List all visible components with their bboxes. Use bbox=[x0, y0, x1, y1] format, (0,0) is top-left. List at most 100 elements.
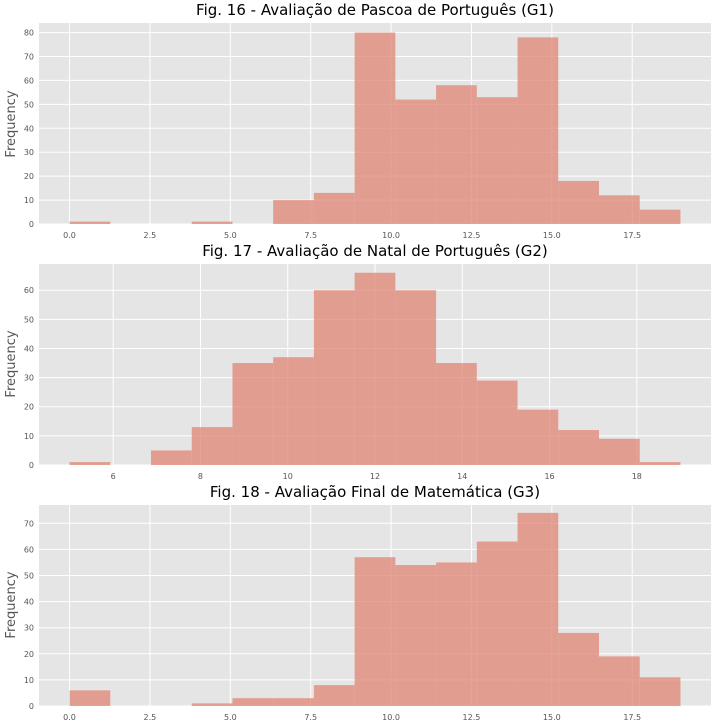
subplot-3-ytick-label-3: 30 bbox=[24, 624, 34, 633]
subplot-2-bar-10 bbox=[476, 380, 518, 465]
subplot-2-ytick-label-0: 0 bbox=[29, 461, 34, 470]
subplot-2-xtick-label-3: 12 bbox=[370, 472, 380, 481]
subplot-1-ytick-label-7: 70 bbox=[24, 53, 34, 62]
subplot-3-ytick-label-0: 0 bbox=[29, 702, 34, 711]
subplot-1-bar-11 bbox=[517, 37, 559, 224]
subplot-1-xtick-label-5: 12.5 bbox=[463, 231, 481, 240]
subplot-3-bar-9 bbox=[436, 562, 477, 706]
subplot-1-bar-0 bbox=[69, 221, 111, 224]
subplot-1: Fig. 16 - Avaliação de Pascoa de Portugu… bbox=[4, 1, 711, 240]
subplot-1-bar-7 bbox=[354, 32, 396, 225]
subplot-3-xtick-label-2: 5.0 bbox=[224, 713, 237, 720]
subplot-3-ytick-label-6: 60 bbox=[24, 545, 34, 554]
subplot-2-ytick-label-3: 30 bbox=[24, 374, 34, 383]
subplot-2-xtick-label-5: 16 bbox=[544, 472, 554, 481]
subplot-1-bar-10 bbox=[476, 97, 518, 224]
subplot-1-ytick-label-4: 40 bbox=[24, 124, 34, 133]
subplot-1-bar-9 bbox=[436, 85, 477, 224]
subplot-1-ytick-label-1: 10 bbox=[24, 196, 34, 205]
subplot-3-xtick-label-6: 15.0 bbox=[543, 713, 561, 720]
subplot-2-xtick-label-6: 18 bbox=[632, 472, 642, 481]
subplot-1-title: Fig. 16 - Avaliação de Pascoa de Portugu… bbox=[196, 1, 554, 19]
subplot-2-bar-8 bbox=[395, 290, 437, 465]
subplot-3-ytick-label-1: 10 bbox=[24, 676, 34, 685]
subplot-2-ticks: 6 8 10 12 14 16 18 0 10 20 30 40 50 60 bbox=[24, 286, 642, 481]
subplot-1-bars bbox=[69, 32, 681, 225]
subplot-2-bar-9 bbox=[436, 363, 477, 465]
subplot-3-bar-6 bbox=[313, 685, 355, 706]
subplot-2-bars bbox=[69, 272, 681, 465]
subplot-1-ytick-label-6: 60 bbox=[24, 76, 34, 85]
subplot-3-xtick-label-7: 17.5 bbox=[623, 713, 641, 720]
subplot-2-ytick-label-6: 60 bbox=[24, 286, 34, 295]
subplot-2-bar-11 bbox=[517, 409, 559, 465]
subplot-2-bar-7 bbox=[354, 272, 396, 465]
subplot-3-bar-3 bbox=[191, 703, 233, 706]
subplot-3-bar-13 bbox=[599, 656, 640, 706]
subplot-2-xtick-label-2: 10 bbox=[283, 472, 293, 481]
subplot-1-xtick-label-4: 10.0 bbox=[382, 231, 400, 240]
subplot-3-bar-8 bbox=[395, 565, 437, 706]
subplot-3-xtick-label-3: 7.5 bbox=[304, 713, 317, 720]
subplot-3-title: Fig. 18 - Avaliação Final de Matemática … bbox=[210, 483, 540, 501]
subplot-3-bar-4 bbox=[232, 698, 274, 706]
subplot-3-ytick-label-4: 40 bbox=[24, 598, 34, 607]
subplot-3-xtick-label-0: 0.0 bbox=[63, 713, 76, 720]
subplot-1-bar-13 bbox=[599, 195, 640, 224]
subplot-1-bar-6 bbox=[313, 192, 355, 224]
subplot-1-bar-12 bbox=[558, 180, 600, 224]
subplot-1-ytick-label-8: 80 bbox=[24, 29, 34, 38]
subplot-1-ytick-label-0: 0 bbox=[29, 220, 34, 229]
subplot-1-ylabel: Frequency bbox=[4, 90, 19, 157]
subplot-1-xtick-label-6: 15.0 bbox=[543, 231, 561, 240]
subplot-3-bar-10 bbox=[476, 541, 518, 706]
subplot-1-xtick-label-2: 5.0 bbox=[224, 231, 237, 240]
subplot-2-bar-0 bbox=[69, 462, 111, 465]
subplot-3-ytick-label-2: 20 bbox=[24, 650, 34, 659]
subplot-2-bar-14 bbox=[639, 462, 681, 465]
subplot-2-ytick-label-1: 10 bbox=[24, 432, 34, 441]
subplot-1-xtick-label-3: 7.5 bbox=[304, 231, 317, 240]
subplot-3-ytick-label-7: 70 bbox=[24, 519, 34, 528]
subplot-2-ylabel: Frequency bbox=[4, 330, 19, 397]
subplot-3-bar-5 bbox=[273, 698, 314, 706]
subplot-2-bar-4 bbox=[232, 363, 274, 465]
subplot-1-xtick-label-1: 2.5 bbox=[144, 231, 157, 240]
subplot-2: Fig. 17 - Avaliação de Natal de Portuguê… bbox=[4, 242, 711, 481]
subplot-1-xtick-label-0: 0.0 bbox=[63, 231, 76, 240]
subplot-2-bar-3 bbox=[191, 427, 233, 465]
subplot-3-ylabel: Frequency bbox=[4, 571, 19, 638]
subplot-2-ytick-label-2: 20 bbox=[24, 403, 34, 412]
subplot-2-bar-2 bbox=[151, 450, 192, 465]
subplot-3-bar-7 bbox=[354, 557, 396, 706]
subplot-2-ytick-label-4: 40 bbox=[24, 344, 34, 353]
subplot-3-xtick-label-4: 10.0 bbox=[382, 713, 400, 720]
subplot-1-bar-8 bbox=[395, 99, 437, 224]
subplot-2-bar-13 bbox=[598, 438, 640, 465]
subplot-2-ytick-label-5: 50 bbox=[24, 315, 34, 324]
subplot-1-xtick-label-7: 17.5 bbox=[623, 231, 641, 240]
subplot-3-ticks: 0.0 2.5 5.0 7.5 10.0 12.5 15.0 17.5 0 10 20 30 40 50 6… bbox=[24, 519, 641, 720]
subplot-1-ytick-label-2: 20 bbox=[24, 172, 34, 181]
subplot-3-bar-0 bbox=[69, 690, 111, 706]
subplot-2-xtick-label-4: 14 bbox=[457, 472, 467, 481]
subplot-3-xtick-label-1: 2.5 bbox=[144, 713, 157, 720]
subplot-3: Fig. 18 - Avaliação Final de Matemática … bbox=[4, 483, 711, 720]
subplot-3-bar-11 bbox=[517, 512, 559, 706]
subplot-3-bar-12 bbox=[558, 632, 600, 706]
subplot-3-bar-14 bbox=[639, 677, 681, 706]
subplot-1-bar-14 bbox=[639, 209, 681, 224]
subplot-2-bar-12 bbox=[558, 430, 599, 465]
subplot-2-bar-6 bbox=[313, 290, 355, 465]
subplot-2-title: Fig. 17 - Avaliação de Natal de Portuguê… bbox=[202, 242, 548, 260]
subplot-2-bar-5 bbox=[273, 357, 314, 465]
subplot-1-bar-3 bbox=[191, 221, 233, 224]
subplot-3-ytick-label-5: 50 bbox=[24, 571, 34, 580]
subplot-1-bar-5 bbox=[273, 200, 314, 224]
subplot-1-ytick-label-3: 30 bbox=[24, 148, 34, 157]
subplot-1-ticks: 0.0 2.5 5.0 7.5 10.0 12.5 15.0 17.5 0 10 20 30 40 50 6… bbox=[24, 29, 641, 240]
subplot-3-xtick-label-5: 12.5 bbox=[463, 713, 481, 720]
subplot-2-xtick-label-1: 8 bbox=[198, 472, 203, 481]
